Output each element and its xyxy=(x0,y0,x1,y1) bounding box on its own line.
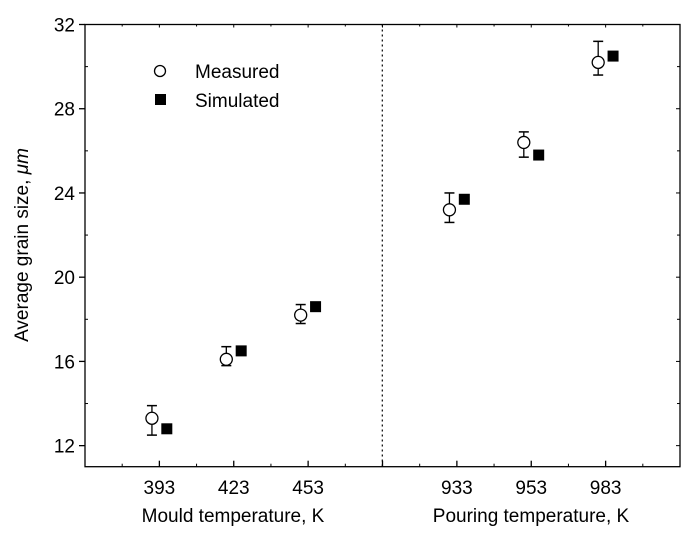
y-tick-label: 20 xyxy=(54,268,75,289)
x-axis-label-pouring: Pouring temperature, K xyxy=(433,506,630,527)
measured-point xyxy=(145,411,159,425)
legend-measured-marker xyxy=(153,64,167,78)
y-axis-label: Average grain size, μm xyxy=(12,148,33,342)
measured-point xyxy=(219,352,233,366)
y-tick-label: 32 xyxy=(54,16,75,37)
x-tick-label: 983 xyxy=(590,478,622,499)
y-tick-label: 16 xyxy=(54,352,75,373)
measured-point xyxy=(442,203,457,217)
measured-point xyxy=(517,135,531,150)
simulated-point xyxy=(235,345,247,357)
legend-simulated-label: Simulated xyxy=(195,91,280,112)
y-tick-label: 28 xyxy=(54,100,75,121)
x-tick-label: 933 xyxy=(441,478,473,499)
simulated-point xyxy=(310,301,322,313)
x-tick-label: 423 xyxy=(218,478,250,499)
x-tick-label: 393 xyxy=(144,478,176,499)
legend-measured-label: Measured xyxy=(195,62,280,83)
y-tick-label: 12 xyxy=(54,437,75,458)
legend: Measured Simulated xyxy=(153,62,280,112)
x-tick-label: 953 xyxy=(515,478,547,499)
simulated-point xyxy=(533,149,545,161)
x-tick-label: 453 xyxy=(292,478,324,499)
simulated-point xyxy=(458,193,470,205)
legend-simulated-marker xyxy=(155,94,166,105)
simulated-point xyxy=(607,50,619,62)
measured-point xyxy=(591,55,605,70)
y-tick-label: 24 xyxy=(54,184,76,205)
x-axis-label-mould: Mould temperature, K xyxy=(142,506,325,527)
measured-point xyxy=(294,308,308,322)
simulated-point xyxy=(161,423,173,435)
